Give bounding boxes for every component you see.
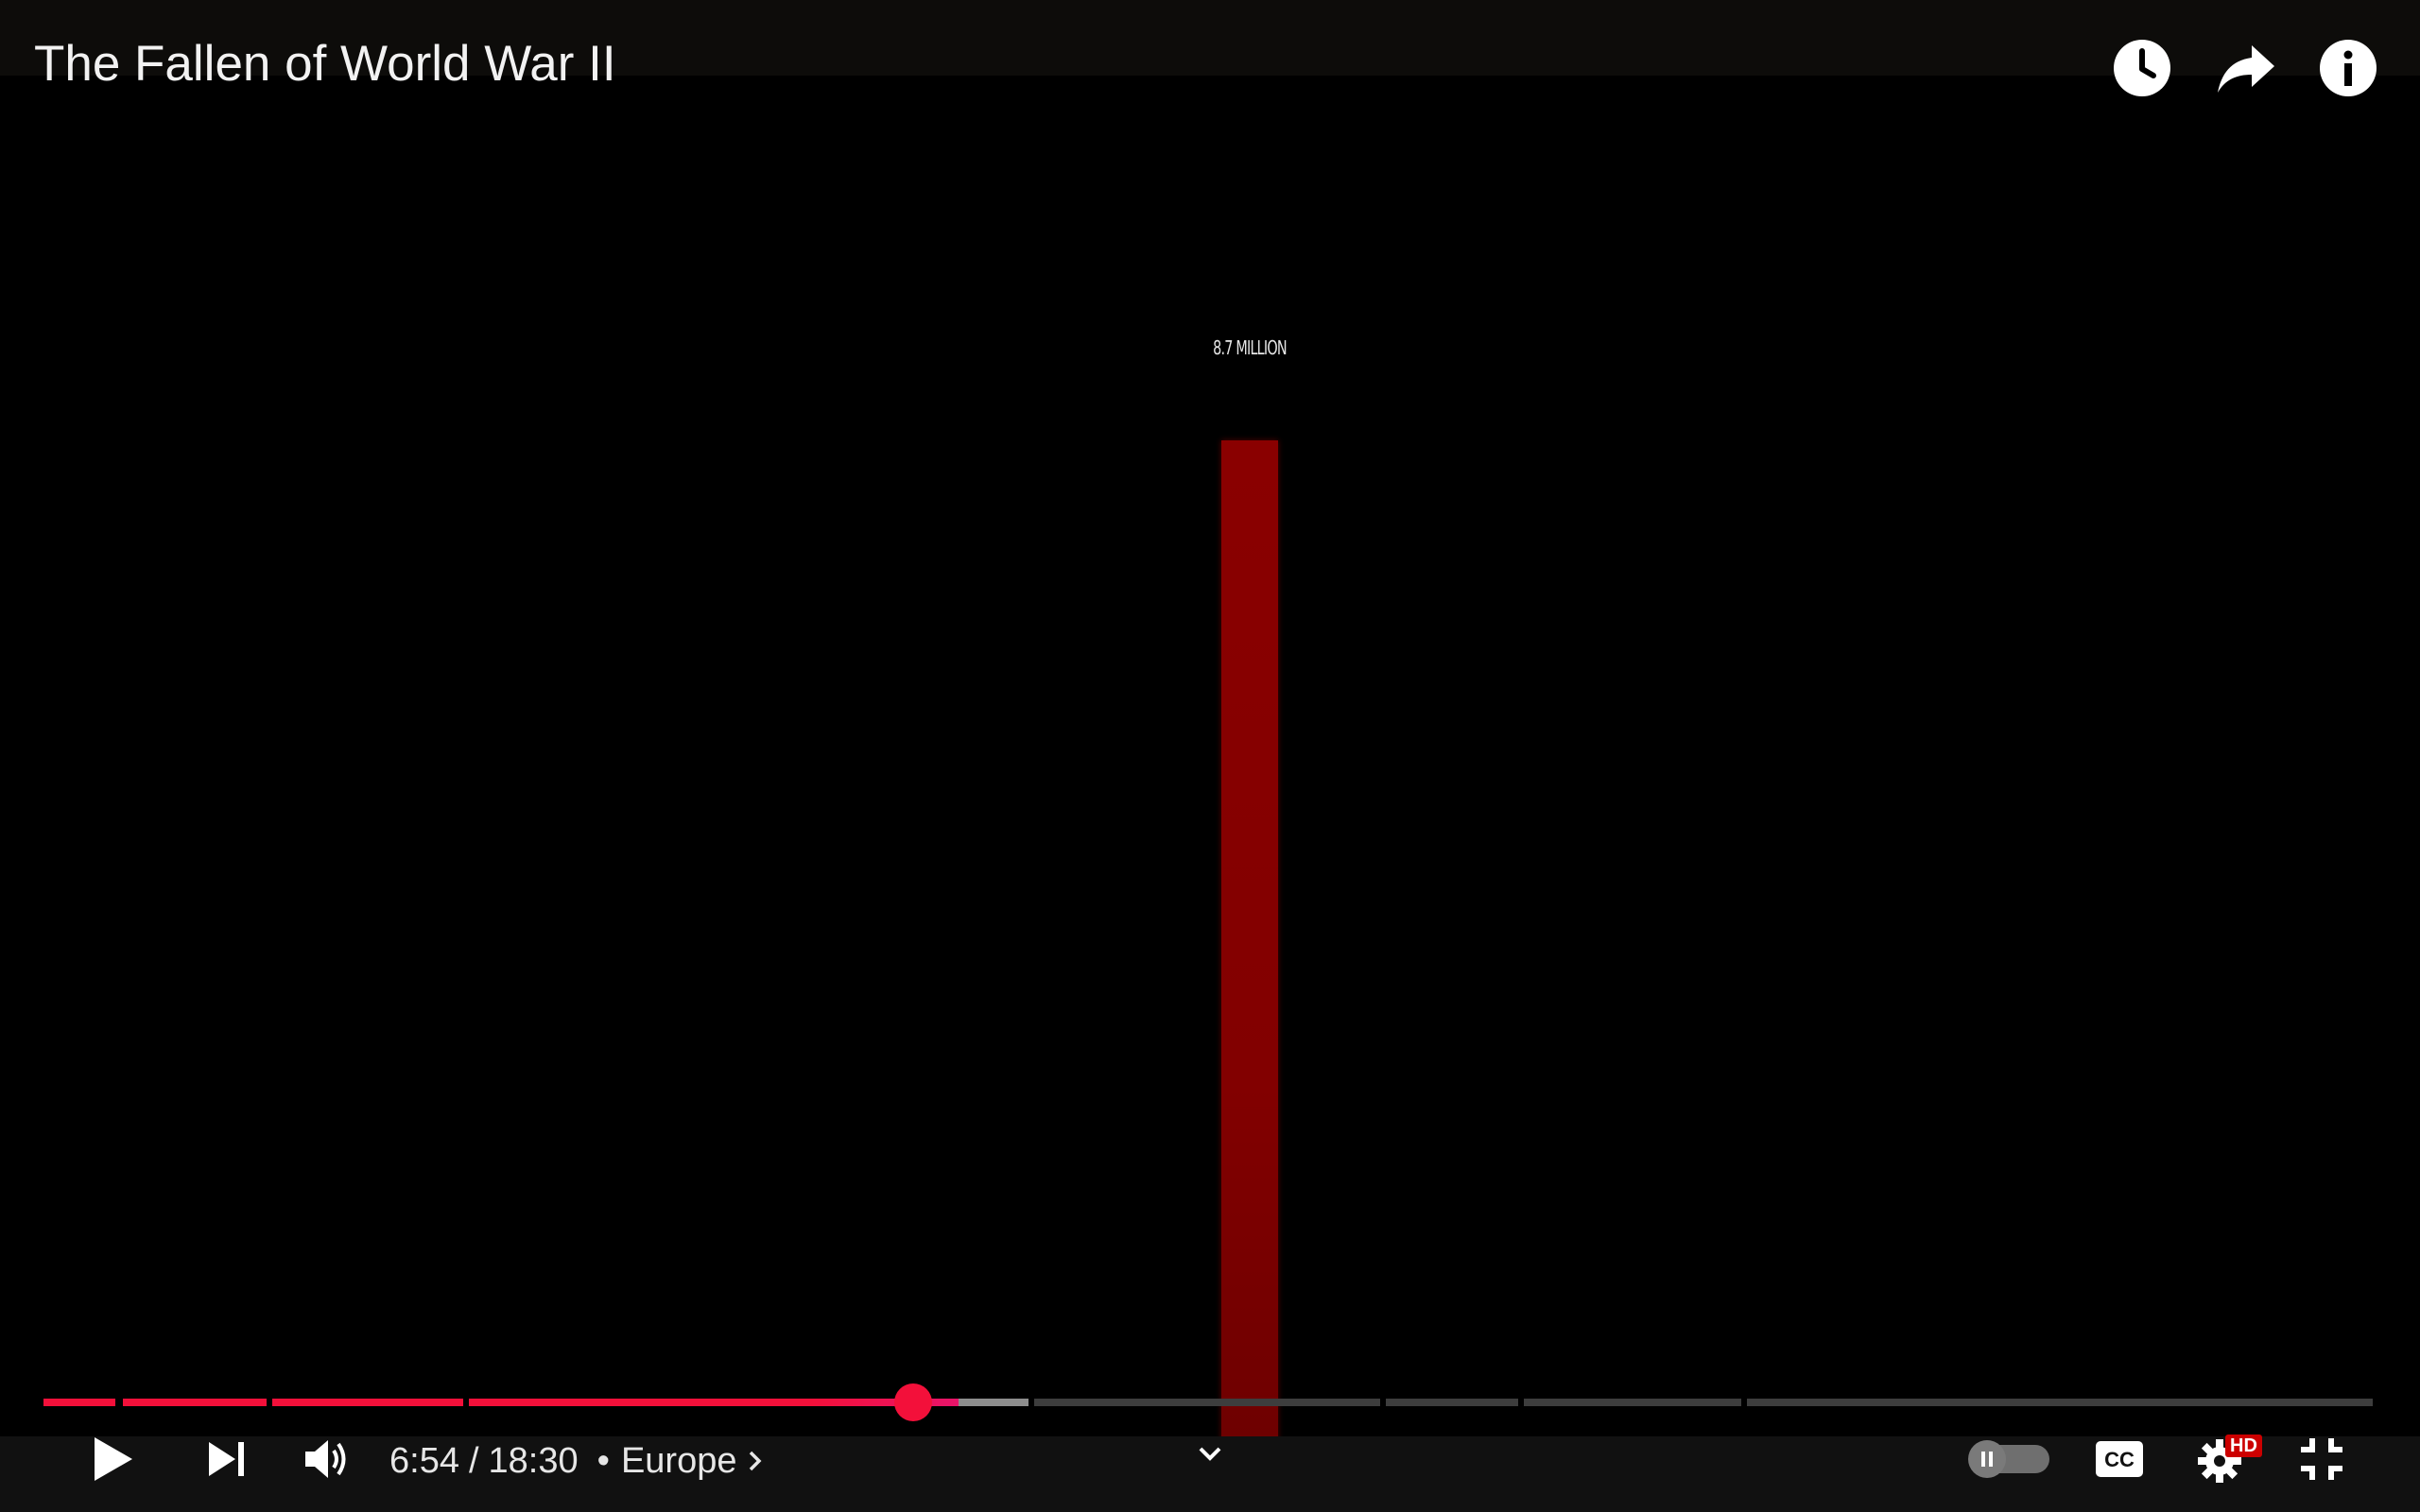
chapter-segment[interactable] [469,1399,1028,1406]
toggle-track [1968,1440,2049,1478]
video-bar-label: 8.7 MILLION [1213,336,1287,359]
video-title[interactable]: The Fallen of World War II [34,36,616,92]
chapter-segment[interactable] [43,1399,115,1406]
next-button[interactable] [197,1429,257,1489]
exit-fullscreen-icon [2301,1438,2342,1480]
chevron-right-icon [750,1451,762,1471]
info-button[interactable] [2316,36,2380,100]
video-frame[interactable] [0,76,2420,1512]
clock-icon [2114,40,2170,96]
video-casualty-bar [1221,440,1278,1512]
hd-badge: HD [2225,1435,2262,1457]
chapter-dot: • [596,1440,610,1481]
time-separator: / [468,1440,479,1481]
chapter-segment[interactable] [1386,1399,1518,1406]
top-bar [0,0,2420,76]
segment-played [469,1399,959,1406]
segment-played [123,1399,267,1406]
chapter-link[interactable]: • Europe [582,1441,766,1482]
segment-played [272,1399,463,1406]
autoplay-toggle[interactable] [1968,1429,2053,1489]
progress-bar[interactable] [43,1399,2373,1406]
current-time: 6:54 [389,1440,459,1481]
settings-button[interactable]: HD [2191,1429,2262,1489]
chevron-down-icon [1199,1447,1221,1461]
play-button[interactable] [83,1429,144,1489]
segment-played [43,1399,115,1406]
expand-button[interactable] [1187,1427,1233,1480]
time-display: 6:54 / 18:30 • Europe [389,1433,765,1489]
toggle-knob [1968,1440,2006,1478]
chapter-segment[interactable] [123,1399,267,1406]
chapter-segment[interactable] [272,1399,463,1406]
chapter-segment[interactable] [1747,1399,2373,1406]
svg-text:CC: CC [2104,1448,2135,1471]
cc-icon: CC [2096,1441,2143,1477]
chapter-title: Europe [620,1440,737,1481]
share-button[interactable] [2214,36,2278,100]
volume-icon [305,1440,346,1478]
info-icon [2320,40,2377,96]
share-arrow-icon [2218,45,2274,93]
exit-fullscreen-button[interactable] [2291,1429,2352,1489]
chapter-segment[interactable] [1034,1399,1231,1406]
play-icon [95,1437,132,1481]
captions-button[interactable]: CC [2087,1429,2152,1489]
progress-scrubber[interactable] [894,1383,932,1421]
chapter-segment[interactable] [1195,1399,1380,1406]
duration: 18:30 [488,1440,579,1481]
pause-icon [1981,1452,1993,1467]
watch-later-button[interactable] [2110,36,2174,100]
next-icon [209,1442,244,1476]
volume-button[interactable] [297,1429,357,1489]
chapter-segment[interactable] [1524,1399,1741,1406]
